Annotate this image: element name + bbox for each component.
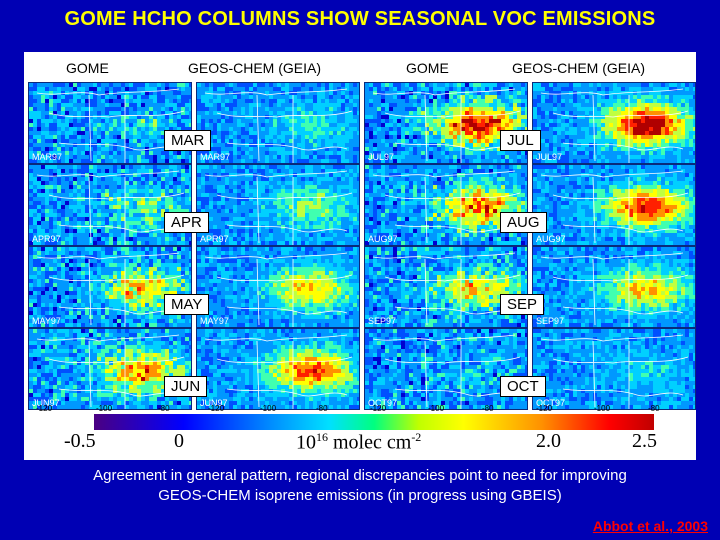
hcho-map: AUG97	[532, 164, 696, 246]
caption: Agreement in general pattern, regional d…	[0, 466, 720, 506]
hcho-map: APR97	[196, 164, 360, 246]
map-outline	[204, 88, 353, 163]
month-label: JUN	[164, 376, 208, 397]
map-field	[365, 165, 527, 245]
map-outline	[372, 88, 521, 163]
map-outline	[540, 334, 689, 409]
lon-tick: -100	[428, 404, 445, 413]
hcho-map: APR97	[28, 164, 192, 246]
caption-line-1: Agreement in general pattern, regional d…	[93, 467, 627, 484]
lon-tick: -100	[96, 404, 113, 413]
map-outline	[372, 170, 521, 245]
colorbar-tick-label: 2.0	[536, 430, 561, 452]
hcho-map: MAR97	[28, 82, 192, 164]
map-field	[365, 329, 527, 409]
column-header-gome-1: GOME	[66, 60, 109, 76]
map-field	[533, 165, 695, 245]
map-field	[197, 83, 359, 163]
month-label: JUL	[500, 130, 541, 151]
slide-title: GOME HCHO COLUMNS SHOW SEASONAL VOC EMIS…	[64, 8, 656, 30]
hcho-map: JUN97	[28, 328, 192, 410]
map-outline	[540, 252, 689, 327]
map-date-label: MAR97	[200, 152, 231, 162]
map-field	[29, 329, 191, 409]
map-date-label: APR97	[200, 234, 229, 244]
hcho-map: MAY97	[196, 246, 360, 328]
colorbar	[94, 414, 654, 430]
map-outline	[204, 252, 353, 327]
colorbar-tick-label: 0	[174, 430, 184, 452]
hcho-map: JUL97	[532, 82, 696, 164]
month-label: MAR	[164, 130, 212, 151]
map-date-label: SEP97	[368, 316, 397, 326]
colorbar-tick-label: 2.5	[632, 430, 657, 452]
hcho-map: JUL97	[364, 82, 528, 164]
map-date-label: OCT97	[368, 398, 398, 408]
colorbar-tick-label: -0.5	[64, 430, 96, 452]
map-outline	[36, 88, 185, 163]
map-date-label: AUG97	[368, 234, 398, 244]
map-outline	[36, 252, 185, 327]
column-header-geoschem-1: GEOS-CHEM (GEIA)	[188, 60, 322, 76]
hcho-map: OCT97	[532, 328, 696, 410]
caption-line-2: GEOS-CHEM isoprene emissions (in progres…	[158, 487, 562, 504]
map-outline	[36, 334, 185, 409]
map-field	[365, 83, 527, 163]
lon-tick: -80	[648, 404, 660, 413]
month-label: SEP	[500, 294, 545, 315]
map-outline	[204, 334, 353, 409]
hcho-map: SEP97	[364, 246, 528, 328]
map-date-label: JUL97	[368, 152, 395, 162]
column-header-gome-2: GOME	[406, 60, 449, 76]
lon-tick: -80	[158, 404, 170, 413]
lon-tick: -80	[482, 404, 494, 413]
map-date-label: MAY97	[200, 316, 229, 326]
lon-tick: -120	[370, 404, 387, 413]
hcho-map: SEP97	[532, 246, 696, 328]
month-label: MAY	[164, 294, 210, 315]
map-field	[533, 247, 695, 327]
map-field	[29, 247, 191, 327]
map-date-label: SEP97	[536, 316, 565, 326]
hcho-map: MAR97	[196, 82, 360, 164]
map-date-label: JUN97	[200, 398, 228, 408]
month-label: APR	[164, 212, 209, 233]
map-outline	[372, 334, 521, 409]
column-header-geoschem-2: GEOS-CHEM (GEIA)	[512, 60, 646, 76]
citation-link[interactable]: Abbot et al., 2003	[592, 518, 708, 534]
hcho-map: JUN97	[196, 328, 360, 410]
map-outline	[540, 88, 689, 163]
map-date-label: APR97	[32, 234, 61, 244]
lon-tick: -80	[316, 404, 328, 413]
map-date-label: MAY97	[32, 316, 61, 326]
hcho-map: AUG97	[364, 164, 528, 246]
map-field	[197, 165, 359, 245]
month-label: AUG	[500, 212, 547, 233]
hcho-map: MAY97	[28, 246, 192, 328]
lon-tick: -100	[260, 404, 277, 413]
lon-tick: -120	[208, 404, 225, 413]
map-outline	[540, 170, 689, 245]
hcho-map: OCT97	[364, 328, 528, 410]
map-date-label: JUN97	[32, 398, 60, 408]
map-date-label: JUL97	[536, 152, 563, 162]
map-date-label: OCT97	[536, 398, 566, 408]
map-outline	[204, 170, 353, 245]
colorbar-unit-label: 1016 molec cm-2	[296, 430, 422, 454]
lon-tick: -120	[536, 404, 553, 413]
map-date-label: MAR97	[32, 152, 63, 162]
map-field	[197, 247, 359, 327]
map-field	[197, 329, 359, 409]
figure-panel: GOME GEOS-CHEM (GEIA) GOME GEOS-CHEM (GE…	[24, 52, 696, 460]
month-label: OCT	[500, 376, 546, 397]
map-date-label: AUG97	[536, 234, 566, 244]
map-outline	[36, 170, 185, 245]
map-field	[533, 329, 695, 409]
map-outline	[372, 252, 521, 327]
lon-tick: -120	[36, 404, 53, 413]
lon-tick: -100	[594, 404, 611, 413]
